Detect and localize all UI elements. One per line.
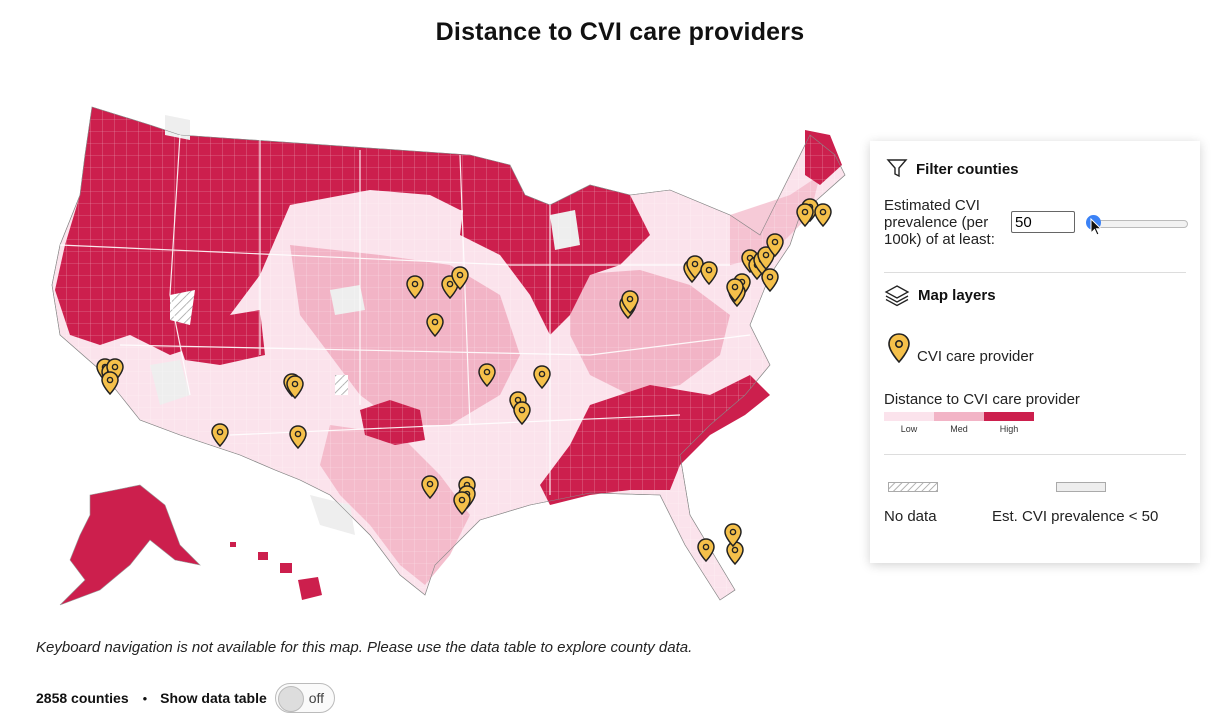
panel-divider-2 [884, 454, 1186, 455]
data-table-toggle[interactable]: off [274, 683, 335, 713]
provider-pin[interactable] [289, 425, 307, 450]
show-data-table-label: Show data table [160, 690, 267, 706]
provider-pin[interactable] [697, 538, 715, 563]
map-footer: 2858 counties • Show data table off [36, 682, 335, 714]
toggle-knob[interactable] [277, 686, 304, 712]
keyboard-note: Keyboard navigation is not available for… [36, 639, 693, 656]
mouse-cursor-icon [1090, 218, 1103, 236]
region-alaska [59, 484, 201, 606]
provider-pin[interactable] [211, 423, 229, 448]
provider-pin[interactable] [766, 233, 784, 258]
provider-pin[interactable] [814, 203, 832, 228]
region-hawaii [230, 542, 322, 600]
provider-pins-layer [96, 198, 832, 566]
provider-pin[interactable] [451, 266, 469, 291]
page-title: Distance to CVI care providers [435, 18, 805, 46]
provider-pin[interactable] [726, 278, 744, 303]
distance-legend-title: Distance to CVI care provider [884, 391, 1080, 408]
provider-pin[interactable] [453, 491, 471, 516]
provider-pin[interactable] [478, 363, 496, 388]
distance-scale-high: High [999, 424, 1019, 434]
provider-pin[interactable] [796, 203, 814, 228]
provider-pin[interactable] [686, 255, 704, 280]
map-pin-icon [888, 333, 910, 363]
low-prevalence-swatch [1056, 482, 1106, 492]
provider-pin[interactable] [761, 268, 779, 293]
distance-scale-low: Low [900, 424, 918, 434]
map-layers-title: Map layers [918, 287, 996, 304]
distance-scale-med: Med [950, 424, 968, 434]
provider-pin[interactable] [700, 261, 718, 286]
distance-swatch-med [934, 412, 984, 421]
provider-pin[interactable] [421, 475, 439, 500]
prevalence-label: Estimated CVI prevalence (per 100k) of a… [884, 197, 995, 248]
layers-icon [884, 285, 910, 307]
filter-panel: Filter counties Estimated CVI prevalence… [870, 141, 1200, 563]
toggle-state-text: off [308, 690, 325, 706]
us-county-map [30, 95, 860, 615]
provider-pin[interactable] [426, 313, 444, 338]
low-prevalence-label: Est. CVI prevalence < 50 [992, 508, 1159, 525]
provider-pin[interactable] [533, 365, 551, 390]
provider-pin[interactable] [406, 275, 424, 300]
provider-legend-label: CVI care provider [917, 348, 1034, 365]
filter-icon [886, 159, 908, 178]
panel-divider-1 [884, 272, 1186, 273]
provider-pin[interactable] [724, 523, 742, 548]
provider-pin[interactable] [726, 541, 744, 566]
distance-swatch-low [884, 412, 934, 421]
provider-pin[interactable] [513, 401, 531, 426]
distance-swatch-high [984, 412, 1034, 421]
no-data-label: No data [884, 508, 937, 525]
provider-pin[interactable] [101, 371, 119, 396]
prevalence-label-line-1: Estimated CVI [884, 197, 980, 214]
prevalence-input[interactable] [1011, 211, 1075, 233]
footer-separator: • [142, 690, 148, 706]
county-grid [51, 106, 846, 601]
county-count: 2858 counties [36, 690, 129, 706]
provider-pin[interactable] [286, 375, 304, 400]
prevalence-label-line-2: prevalence (per [884, 214, 989, 231]
no-data-swatch [888, 482, 938, 492]
prevalence-label-line-3: 100k) of at least: [884, 231, 995, 248]
provider-pin[interactable] [757, 246, 775, 271]
filter-counties-title: Filter counties [916, 161, 1019, 178]
provider-pin[interactable] [621, 290, 639, 315]
